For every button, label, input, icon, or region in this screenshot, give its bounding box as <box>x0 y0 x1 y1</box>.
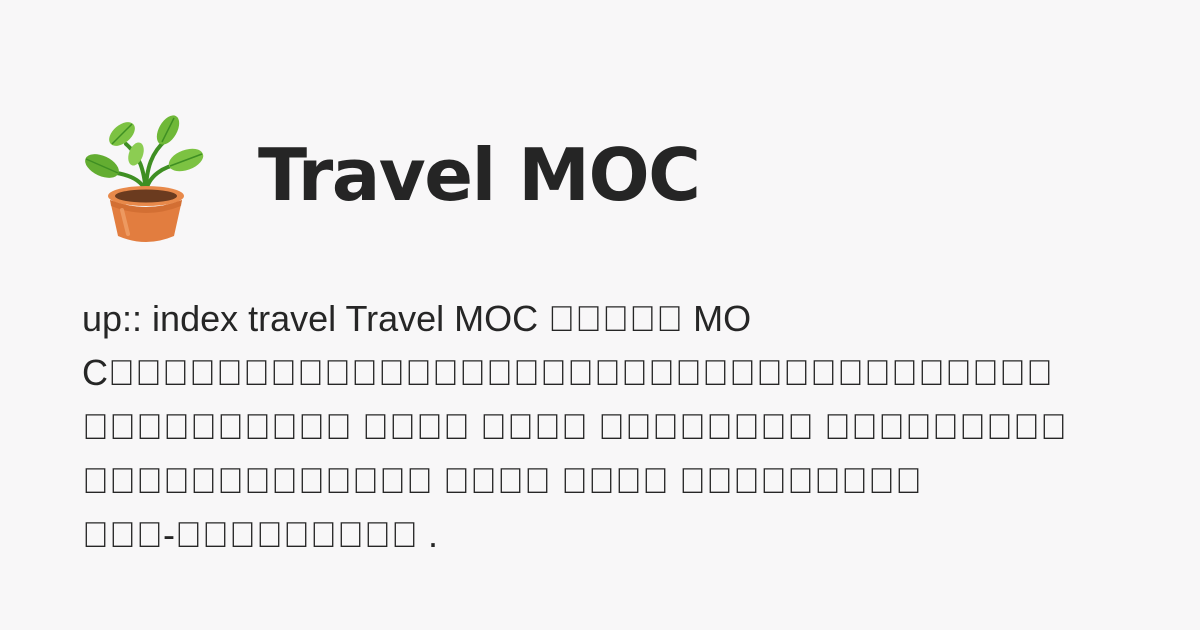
potted-plant-icon <box>85 115 204 242</box>
page-title: Travel MOC <box>258 133 701 217</box>
page-description: up:: index travel Travel MOC       MOC  … <box>82 298 1068 555</box>
card-header: Travel MOC <box>82 100 701 250</box>
